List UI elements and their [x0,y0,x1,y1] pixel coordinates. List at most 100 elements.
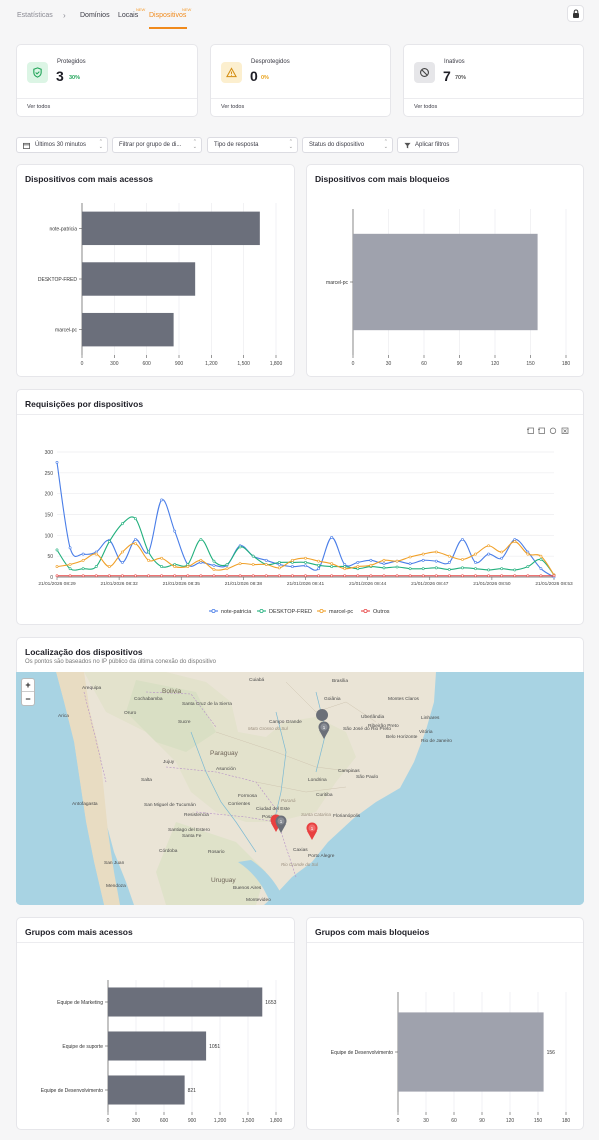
time-range-select[interactable]: Últimos 30 minutos ⌃ ⌄ [16,137,108,153]
legend-label[interactable]: note-patricia [221,609,252,615]
data-point[interactable] [356,561,360,564]
data-point[interactable] [447,574,451,578]
data-point[interactable] [173,574,177,578]
data-point[interactable] [356,574,360,578]
data-point[interactable] [513,568,517,572]
data-point[interactable] [461,574,464,578]
data-point[interactable] [382,558,386,562]
data-point[interactable] [421,574,425,578]
bar[interactable] [82,262,196,296]
data-point[interactable] [81,552,85,556]
download-icon[interactable] [561,427,569,434]
data-point[interactable] [291,565,294,568]
data-point[interactable] [395,565,399,569]
data-point[interactable] [225,574,229,578]
data-point[interactable] [539,574,543,578]
data-point[interactable] [199,538,203,541]
data-point[interactable] [304,574,307,578]
data-point[interactable] [304,561,307,564]
data-point[interactable] [330,562,334,566]
map-marker[interactable]: 1 [306,822,318,841]
data-point[interactable] [173,529,177,533]
data-point[interactable] [186,565,190,568]
data-point[interactable] [487,544,491,548]
data-point[interactable] [147,574,150,578]
data-point[interactable] [474,552,477,556]
data-point[interactable] [55,461,59,464]
data-point[interactable] [251,554,255,558]
data-point[interactable] [238,574,242,578]
data-point[interactable] [513,574,517,578]
data-point[interactable] [186,574,190,578]
response-type-select[interactable]: Tipo de resposta ⌃ ⌄ [207,137,298,153]
data-point[interactable] [212,574,216,578]
data-point[interactable] [251,563,255,566]
data-point[interactable] [500,550,504,554]
device-status-select[interactable]: Status do dispositivo ⌃ ⌄ [302,137,393,153]
data-point[interactable] [199,574,203,578]
data-point[interactable] [317,563,320,567]
data-point[interactable] [238,562,242,566]
data-point[interactable] [487,568,491,572]
data-point[interactable] [369,563,373,567]
data-point[interactable] [277,561,281,564]
data-point[interactable] [474,567,477,571]
data-point[interactable] [291,558,294,562]
data-point[interactable] [68,567,72,571]
data-point[interactable] [408,555,412,559]
data-point[interactable] [317,559,320,563]
view-all-link[interactable]: Ver todos [221,104,245,110]
series-line[interactable] [56,462,555,578]
data-point[interactable] [434,566,438,570]
data-point[interactable] [434,574,438,578]
data-point[interactable] [382,566,386,570]
data-point[interactable] [160,498,164,502]
data-point[interactable] [94,552,98,556]
data-point[interactable] [434,559,438,563]
data-point[interactable] [408,562,412,566]
data-point[interactable] [55,574,59,578]
legend-label[interactable]: Outros [373,609,390,615]
data-point[interactable] [487,574,491,578]
view-all-link[interactable]: Ver todos [27,104,51,110]
data-point[interactable] [199,558,203,562]
data-point[interactable] [447,561,451,564]
data-point[interactable] [447,554,451,558]
legend-label[interactable]: marcel-pc [329,609,353,615]
data-point[interactable] [147,558,150,562]
data-point[interactable] [277,566,281,570]
data-point[interactable] [81,574,85,578]
data-point[interactable] [160,574,164,578]
data-point[interactable] [369,574,373,578]
data-point[interactable] [55,548,59,552]
data-point[interactable] [68,546,72,550]
data-point[interactable] [356,565,360,568]
data-point[interactable] [408,574,412,578]
data-point[interactable] [539,567,543,571]
data-point[interactable] [317,567,320,571]
data-point[interactable] [160,556,164,560]
data-point[interactable] [251,574,255,578]
view-all-link[interactable]: Ver todos [414,104,438,110]
data-point[interactable] [526,552,530,556]
data-point[interactable] [343,574,347,578]
bar[interactable] [82,211,260,246]
data-point[interactable] [264,558,268,562]
zoom-reset-icon[interactable] [538,427,545,434]
data-point[interactable] [94,574,98,578]
data-point[interactable] [330,536,334,539]
data-point[interactable] [330,565,334,568]
data-point[interactable] [238,545,242,549]
data-point[interactable] [107,574,111,578]
bar[interactable] [353,233,538,331]
data-point[interactable] [120,522,124,526]
data-point[interactable] [474,574,477,578]
group-filter-select[interactable]: Filtrar por grupo de di... ⌃ ⌄ [112,137,202,153]
data-point[interactable] [421,567,425,571]
data-point[interactable] [382,562,386,566]
breadcrumb-root[interactable]: Estatísticas [17,12,53,19]
data-point[interactable] [134,574,137,578]
data-point[interactable] [147,550,150,554]
data-point[interactable] [369,558,373,562]
map-marker[interactable]: 1 [316,709,330,739]
